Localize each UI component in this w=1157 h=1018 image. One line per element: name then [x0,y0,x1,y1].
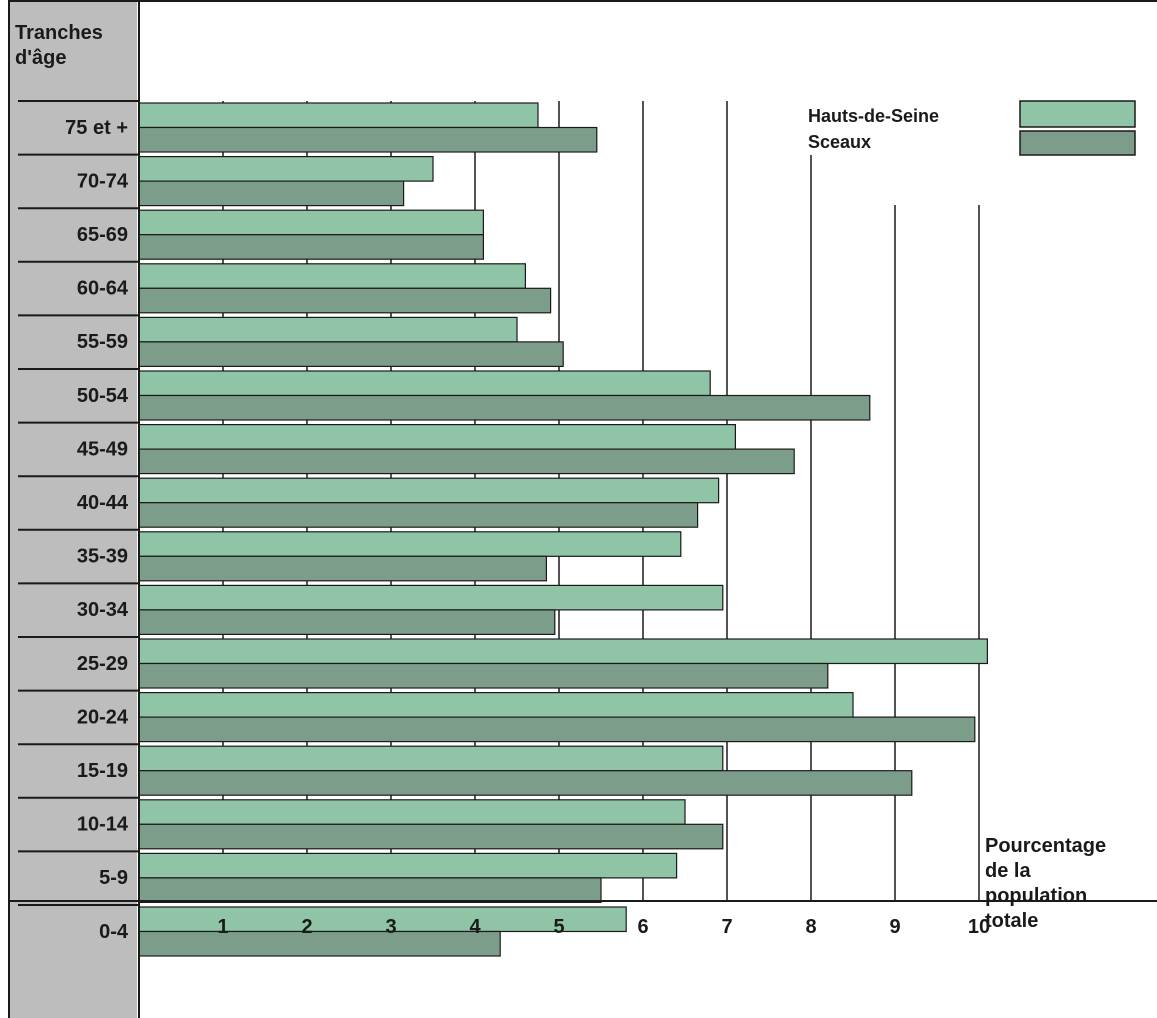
age-group-label: 5-9 [99,867,128,889]
legend-label-hauts-de-seine: Hauts-de-Seine [808,106,939,126]
y-axis-title-line: d'âge [15,47,66,69]
x-tick-label: 5 [553,916,564,938]
bar-hauts-de-seine-6 [138,424,737,450]
age-group-label: 60-64 [77,278,129,300]
bar-sceaux-1 [138,180,405,207]
x-tick-label: 3 [385,916,396,938]
y-axis-title: Tranches d'âge [15,22,103,69]
bar-sceaux-12 [138,770,913,796]
x-tick-label: 8 [805,916,816,938]
age-group-label: 20-24 [77,706,129,728]
legend-swatch-hauts-de-seine [1019,100,1136,128]
age-group-label: 15-19 [77,760,128,782]
age-group-label: 35-39 [77,546,128,568]
x-tick-label: 1 [217,916,228,938]
x-tick-label: 7 [721,916,732,938]
age-group-label: 45-49 [77,438,128,460]
age-group-label: 50-54 [77,385,129,407]
bar-sceaux-11 [138,716,976,743]
y-axis-title-line: Tranches [15,22,103,44]
x-tick-label: 9 [889,916,900,938]
age-label-panel [8,0,137,1018]
bar-hauts-de-seine-9 [138,584,724,611]
bar-sceaux-14 [138,877,602,904]
bar-hauts-de-seine-2 [138,209,484,236]
bar-sceaux-9 [138,609,556,636]
chart-frame [8,0,1157,1018]
legend-label-sceaux: Sceaux [808,132,871,152]
age-group-label: 25-29 [77,653,128,675]
x-axis-title-line: de la [985,860,1031,882]
age-group-label: 65-69 [77,224,128,246]
bar-sceaux-7 [138,502,699,528]
x-axis-title-line: population [985,885,1087,907]
x-tick-label: 10 [968,916,990,938]
age-group-label: 75 et + [65,117,128,139]
bar-sceaux-0 [138,126,598,153]
bar-sceaux-4 [138,341,564,367]
x-tick-labels: 1 2 3 4 5 6 7 8 9 10 [217,916,990,938]
age-group-label: 10-14 [77,814,129,836]
x-axis-title-line: totale [985,910,1038,932]
bar-hauts-de-seine-11 [138,691,854,718]
legend-swatch-sceaux [1019,130,1136,156]
age-group-label: 70-74 [77,170,129,192]
bar-hauts-de-seine-14 [138,852,678,879]
bar-hauts-de-seine-13 [138,799,686,825]
bar-sceaux-10 [138,662,829,689]
age-group-label: 55-59 [77,331,128,353]
bar-hauts-de-seine-0 [138,102,539,129]
bar-sceaux-6 [138,448,795,475]
bar-hauts-de-seine-1 [138,156,434,182]
bars [18,100,989,957]
x-tick-label: 4 [469,916,481,938]
bar-sceaux-5 [138,394,871,421]
x-tick-label: 2 [301,916,312,938]
x-axis-title-line: Pourcentage [985,835,1106,857]
bar-sceaux-8 [138,555,547,582]
bar-hauts-de-seine-7 [138,477,720,504]
category-labels: 75 et + 70-74 65-69 60-64 55-59 50-54 45-49 40-… [65,117,129,943]
bar-hauts-de-seine-3 [138,263,526,289]
bar-sceaux-2 [138,234,484,260]
bar-sceaux-15 [138,930,501,957]
legend: Hauts-de-Seine Sceaux [808,100,1136,156]
age-group-label: 0-4 [99,921,129,943]
age-group-label: 30-34 [77,599,129,621]
bar-sceaux-3 [138,287,552,314]
bar-hauts-de-seine-8 [138,531,682,557]
bar-hauts-de-seine-5 [138,370,711,397]
age-group-label: 40-44 [77,492,129,514]
bar-hauts-de-seine-4 [138,316,518,343]
bar-hauts-de-seine-12 [138,745,724,772]
x-tick-label: 6 [637,916,648,938]
bar-sceaux-13 [138,823,724,850]
bar-hauts-de-seine-10 [138,638,989,665]
